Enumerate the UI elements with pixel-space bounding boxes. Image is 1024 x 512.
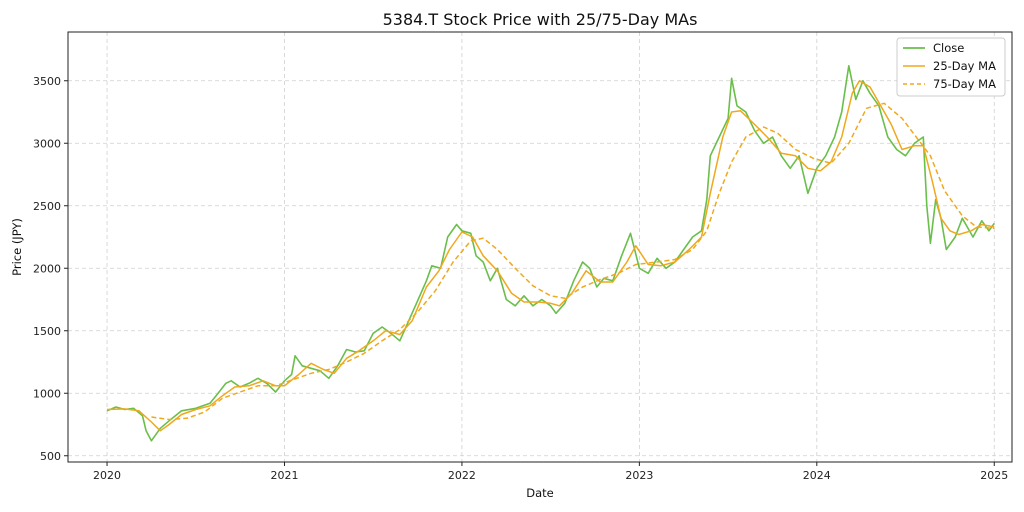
legend-close-label: Close bbox=[933, 41, 964, 55]
grid-layer bbox=[68, 32, 1012, 462]
y-tick-label: 3500 bbox=[33, 75, 61, 88]
y-tick-label: 3000 bbox=[33, 137, 61, 150]
plot-frame bbox=[67, 31, 1013, 463]
series-layer bbox=[106, 65, 995, 442]
chart-title: 5384.T Stock Price with 25/75-Day MAs bbox=[383, 10, 698, 29]
x-tick-label: 2024 bbox=[803, 469, 831, 482]
y-tick-label: 2500 bbox=[33, 200, 61, 213]
legend-box bbox=[896, 37, 1006, 97]
y-tick-label: 2000 bbox=[33, 262, 61, 275]
legend-ma25-label: 25-Day MA bbox=[933, 59, 996, 73]
legend-ma75-label: 75-Day MA bbox=[933, 77, 996, 91]
x-tick-label: 2025 bbox=[980, 469, 1008, 482]
x-tick-label: 2021 bbox=[270, 469, 298, 482]
x-axis-label: Date bbox=[526, 486, 554, 500]
legend: Close 25-Day MA 75-Day MA bbox=[896, 37, 1006, 97]
x-tick-label: 2022 bbox=[448, 469, 476, 482]
close-line bbox=[106, 65, 995, 442]
y-tick-label: 1500 bbox=[33, 325, 61, 338]
y-tick-label: 500 bbox=[40, 450, 61, 463]
ma75-line bbox=[151, 102, 995, 421]
x-tick-label: 2023 bbox=[625, 469, 653, 482]
y-axis-label: Price (JPY) bbox=[10, 218, 24, 276]
tick-layer: 2020 2021 2022 2023 2024 2025 500 1000 1500 2000 2… bbox=[33, 75, 1008, 482]
ma25-line bbox=[106, 80, 995, 432]
y-tick-label: 1000 bbox=[33, 387, 61, 400]
x-tick-label: 2020 bbox=[93, 469, 121, 482]
